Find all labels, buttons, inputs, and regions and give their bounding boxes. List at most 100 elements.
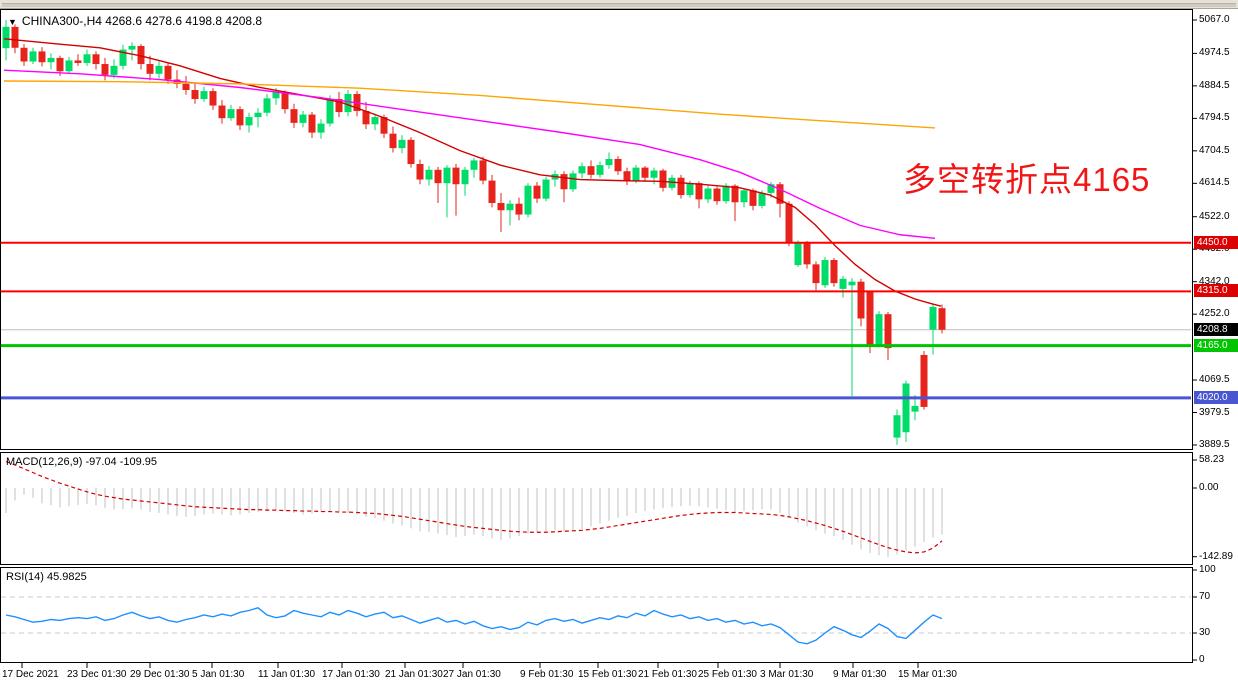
macd-tick-label: 58.23 xyxy=(1199,454,1225,465)
candle-body xyxy=(794,242,802,266)
candle-body xyxy=(812,264,820,284)
price-badge-4020.0: 4020.0 xyxy=(1194,390,1238,404)
candle-body xyxy=(218,105,226,119)
candle-body xyxy=(65,60,73,72)
candle-body xyxy=(893,415,901,438)
candle-body xyxy=(722,185,730,202)
price-badge-4208.8: 4208.8 xyxy=(1194,322,1238,336)
candle-body xyxy=(119,49,127,66)
candle-body xyxy=(299,114,307,123)
candle-body xyxy=(614,158,622,172)
candle-body xyxy=(497,202,505,211)
candle-body xyxy=(281,91,289,110)
candle-body xyxy=(767,184,775,193)
candle-body xyxy=(623,171,631,181)
candle-body xyxy=(902,383,910,433)
candle-body xyxy=(920,354,928,407)
candle-body xyxy=(884,314,892,349)
candle-body xyxy=(425,169,433,180)
price-tick-label: 4704.5 xyxy=(1199,144,1230,156)
candle-body xyxy=(452,167,460,185)
candle-body xyxy=(578,166,586,174)
candle-body xyxy=(164,65,172,80)
macd-signal-line xyxy=(5,460,943,554)
price-tick-label: 4794.5 xyxy=(1199,112,1230,124)
candle-body xyxy=(479,160,487,181)
rsi-pane[interactable] xyxy=(1,596,1191,645)
candle-body xyxy=(506,203,514,211)
candle-body xyxy=(38,51,46,63)
date-label: 25 Feb 01:30 xyxy=(698,669,757,680)
candle-body xyxy=(389,133,397,149)
candle-body xyxy=(569,173,577,190)
candle-body xyxy=(776,184,784,204)
candle-body xyxy=(659,170,667,188)
macd-tick-label: -142.89 xyxy=(1199,550,1233,562)
ma-slow-line[interactable] xyxy=(3,80,936,129)
candle-body xyxy=(839,278,847,289)
candle-body xyxy=(803,242,811,265)
candle-body xyxy=(542,179,550,199)
candle-body xyxy=(407,139,415,165)
scrollbar-groove xyxy=(2,3,1236,7)
candle-body xyxy=(245,117,253,126)
candle-body xyxy=(749,190,757,206)
price-tick-label: 4522.0 xyxy=(1199,210,1230,222)
rsi-tick-label: 30 xyxy=(1199,627,1211,638)
price-tick-label: 4069.5 xyxy=(1199,374,1230,386)
candle-body xyxy=(677,177,685,196)
candle-body xyxy=(911,405,919,412)
candle-body xyxy=(596,165,604,175)
candle-body xyxy=(2,26,10,49)
macd-pane[interactable] xyxy=(5,460,943,557)
candle-body xyxy=(443,167,451,184)
candle-body xyxy=(524,185,532,215)
date-label: 3 Mar 01:30 xyxy=(760,669,814,680)
candle-body xyxy=(587,166,595,175)
date-label: 11 Jan 01:30 xyxy=(258,669,316,680)
rsi-tick-label: 0 xyxy=(1199,654,1205,665)
candle-body xyxy=(785,203,793,242)
candle-body xyxy=(128,45,136,50)
candle-body xyxy=(695,183,703,200)
candle-body xyxy=(83,54,91,63)
price-pane[interactable] xyxy=(0,20,1192,445)
candle-body xyxy=(605,158,613,166)
price-badge-4315.0: 4315.0 xyxy=(1194,284,1238,298)
ma-fast-line[interactable] xyxy=(3,38,942,307)
candle-body xyxy=(533,185,541,199)
candle-body xyxy=(146,64,154,74)
date-label: 23 Dec 01:30 xyxy=(67,669,127,680)
price-tick-label: 4974.5 xyxy=(1199,47,1230,59)
candle-body xyxy=(515,203,523,215)
candle-body xyxy=(263,98,271,113)
candle-body xyxy=(938,308,946,330)
date-label: 17 Dec 2021 xyxy=(2,669,59,680)
price-tick-label: 4432.0 xyxy=(1199,243,1230,255)
candle-body xyxy=(731,185,739,203)
price-tick-label: 3979.5 xyxy=(1199,406,1230,418)
candle-body xyxy=(848,281,856,286)
candle-body xyxy=(317,123,325,133)
candle-body xyxy=(686,183,694,196)
price-tick-label: 4252.0 xyxy=(1199,308,1230,320)
candle-body xyxy=(758,192,766,206)
candle-body xyxy=(740,190,748,203)
candle-body xyxy=(650,170,658,178)
price-tick-label: 5067.0 xyxy=(1199,14,1230,25)
date-label: 15 Feb 01:30 xyxy=(578,669,637,680)
date-label: 29 Dec 01:30 xyxy=(130,669,190,680)
date-label: 21 Feb 01:30 xyxy=(638,669,697,680)
candle-body xyxy=(704,188,712,200)
annotation-text: 多空转折点4165 xyxy=(903,161,1151,198)
candle-body xyxy=(11,26,19,48)
candle-body xyxy=(866,291,874,346)
candle-body xyxy=(470,160,478,170)
date-label: 27 Jan 01:30 xyxy=(443,669,501,680)
price-badge-4165.0: 4165.0 xyxy=(1194,338,1238,352)
horizontal-scrollbar[interactable] xyxy=(0,0,1238,9)
rsi-tick-label: 100 xyxy=(1199,564,1216,575)
candle-body xyxy=(236,109,244,126)
candle-body xyxy=(461,169,469,185)
